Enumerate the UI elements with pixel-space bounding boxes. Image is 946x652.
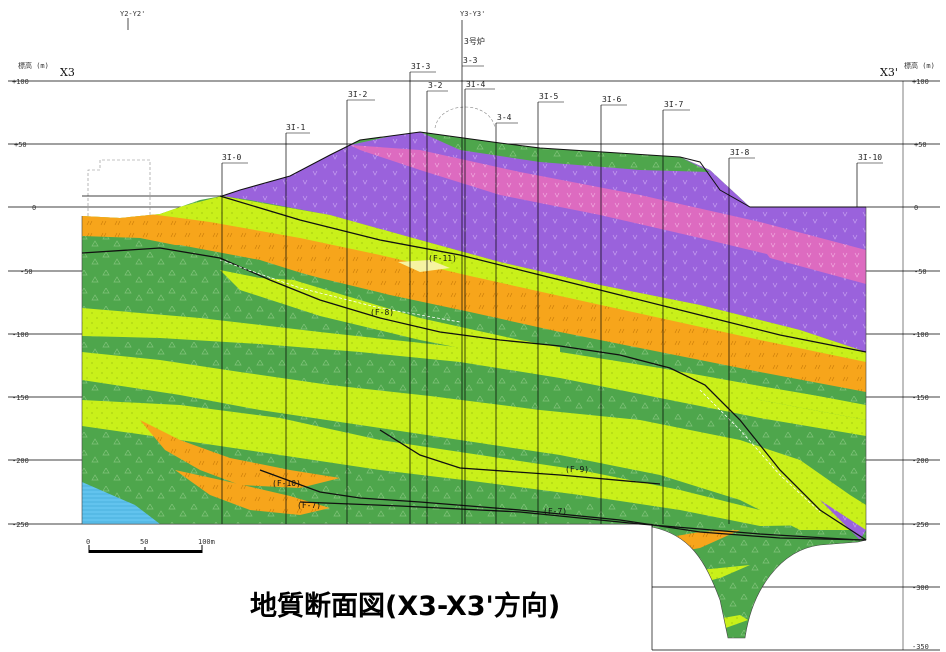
scale-bar: 0 50 100m [86,538,215,553]
reactor-outline [434,106,496,129]
borehole-label: 3I-4 [466,80,485,89]
borehole-label: 3I-7 [664,100,683,109]
tick-label: -250 [912,521,929,529]
left-end-label: X3 [60,66,75,79]
elevation-unit-right: 標高 (m) [904,61,935,70]
tick-label: -100 [12,331,29,339]
borehole-label: 3I-0 [222,153,241,162]
tick-label: +50 [14,141,27,149]
fault-label: (F-8) [370,308,394,317]
fault-label: (F-7) [543,507,567,516]
borehole-label: 3-2 [428,81,443,90]
elevation-axis-right: +100 +50 0 -50 -100 -150 -200 -250 -300 … [912,78,929,651]
right-end-label: X3' [880,66,898,79]
elevation-axis-left: +100 +50 0 -50 -100 -150 -200 -250 [12,78,36,529]
tick-label: -150 [912,394,929,402]
pink-band-lower [760,245,866,284]
structure-outline-left [87,159,151,216]
fault-label: (F-9) [565,465,589,474]
tick-label: 0 [914,204,918,212]
borehole-label: 3-4 [497,113,512,122]
borehole-label: 3I-5 [539,92,558,101]
scale-label: 50 [140,538,148,546]
orange-lens-lower [140,420,340,488]
yellow-layer-4 [82,352,866,530]
tick-label: +100 [912,78,929,86]
borehole-label: 3I-3 [411,62,430,71]
borehole-labels: 3I-0 3I-1 3I-2 3I-3 3-2 3-3 3I-4 3-4 3I-… [222,56,882,162]
tick-label: +100 [12,78,29,86]
tick-label: -50 [20,268,33,276]
tick-label: -300 [912,584,929,592]
scale-label: 0 [86,538,90,546]
orange-lens-f10 [175,470,330,515]
borehole-label: 3I-10 [858,153,882,162]
tick-label: -50 [914,268,927,276]
tick-label: -200 [912,457,929,465]
borehole-label: 3-3 [463,56,478,65]
tick-label: -350 [912,643,929,651]
fault-labels: (F-11) (F-8) (F-9) (F-10) (F-7) (F-7) [272,254,589,516]
yellow-layer-5 [82,400,820,526]
pink-band-upper [350,145,866,282]
section-ref-y3: Y3-Y3' [460,10,485,18]
tick-label: -100 [912,331,929,339]
borehole-lines [127,18,858,524]
fault-label: (F-10) [272,479,301,488]
tick-label: -150 [12,394,29,402]
borehole-label: 3I-6 [602,95,621,104]
purple-volcanic-layer [222,132,866,352]
tick-label: -250 [12,521,29,529]
orange-layer-1 [82,214,866,392]
yellow-layer-3 [82,308,866,436]
blue-layer [82,482,160,524]
scale-label: 100m [198,538,215,546]
figure-title: 地質断面図(X3-X3'方向) [250,591,561,622]
tick-label: 0 [32,204,36,212]
yellow-layer-2 [200,250,866,420]
fault-label: (F-11) [428,254,457,263]
unit-label: 3号炉 [464,36,485,46]
tick-label: -200 [12,457,29,465]
fault-label: (F-7) [297,501,321,510]
borehole-label: 3I-2 [348,90,367,99]
tick-label: +50 [914,141,927,149]
geologic-layers [82,132,866,638]
faults-dashed [219,259,821,513]
elevation-unit-left: 標高 (m) [18,61,49,70]
borehole-label: 3I-1 [286,123,305,132]
borehole-label: 3I-8 [730,148,749,157]
pale-lens [398,260,450,272]
section-ref-y2: Y2-Y2' [120,10,145,18]
